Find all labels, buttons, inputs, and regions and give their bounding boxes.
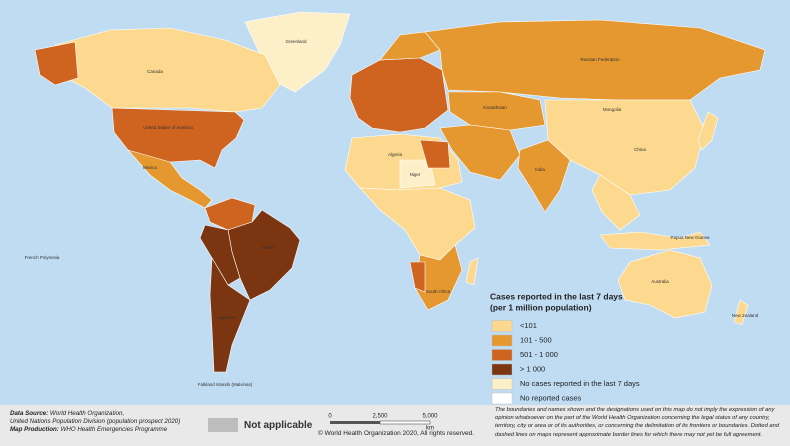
country-label: Argentina [216,315,236,320]
scale-bar: 0 2,500 5,000 km [328,414,438,430]
country-label: Papua New Guinea [670,235,710,240]
alaska [34,41,79,86]
country-label: Algeria [388,152,403,157]
niger-sahel [399,159,436,189]
southeast-asia [591,174,641,231]
country-label: Kazakhstan [483,105,507,110]
sources: Data Source: World Health Organization, U… [10,410,210,434]
legend-swatch [491,378,513,390]
country-label: Mongolia [603,107,622,112]
copyright: © World Health Organization 2020, All ri… [318,430,475,437]
libya [419,139,451,169]
country-label: India [535,167,545,172]
source-text: WHO Health Emergencies Programme [60,426,168,433]
country-labels: Greenland Canada United States of America M… [25,39,759,387]
world-map: Cases reported in the last 7 days (per 1… [0,0,790,405]
kazakhstan-central-asia [447,91,546,131]
india [517,139,571,213]
country-label: New Zealand [732,313,759,318]
legend-label: No reported cases [520,393,582,402]
usa [111,107,245,169]
country-label: Niger [410,172,421,177]
country-label: Mexico [143,165,158,170]
middle-east [439,124,521,181]
country-label: South Africa [426,289,451,294]
legend: Cases reported in the last 7 days (per 1… [490,291,640,405]
country-label: United States of America [143,125,193,130]
source-text: United Nations Population Division (popu… [10,418,181,425]
australia [617,249,713,319]
country-label: Australia [651,279,669,284]
source-label: Data Source: [10,410,49,417]
countries [34,11,766,373]
scale-tick-label: 0 [328,414,332,420]
japan [697,111,719,151]
country-label: French Polynesia [25,255,60,260]
scale-segment [379,420,431,425]
new-zealand [733,299,749,326]
source-text: World Health Organization, [49,410,125,417]
madagascar [465,257,479,286]
legend-swatch [491,363,513,376]
country-label: Canada [147,69,163,74]
source-line: Map Production: WHO Health Emergencies P… [10,426,210,434]
europe [349,57,449,133]
legend-label: > 1 000 [520,364,545,373]
scale-unit: km [426,426,434,430]
argentina-chile [209,256,251,373]
legend-swatch [491,320,513,332]
source-line: United Nations Population Division (popu… [10,418,210,426]
country-label: Falkland Islands (Malvinas) [198,382,253,387]
mexico [127,149,213,209]
legend-label: 501 - 1 000 [520,350,558,359]
scale-segment [330,421,380,424]
legend-label: No cases reported in the last 7 days [520,379,640,388]
scale-tick-label: 2,500 [372,414,388,420]
southern-africa [414,244,463,311]
not-applicable-label: Not applicable [244,420,313,431]
legend-swatch [491,334,513,347]
source-label: Map Production: [10,426,59,433]
legend-swatch [491,349,513,361]
country-label: Brazil [262,245,273,250]
indonesia [599,231,711,251]
disclaimer: The boundaries and names shown and the d… [495,407,780,438]
namibia [409,261,426,293]
legend-label: 101 - 500 [520,335,552,344]
source-line: Data Source: World Health Organization, [10,410,210,418]
country-label: China [634,147,646,152]
canada [54,27,281,113]
scale-tick-label: 5,000 [422,414,438,420]
country-label: Russian Federation [580,57,620,62]
legend-subtitle: (per 1 million population) [490,302,592,312]
not-applicable-swatch [208,418,238,432]
legend-label: <101 [520,321,537,330]
country-label: Greenland [285,39,307,44]
legend-title: Cases reported in the last 7 days [490,291,623,301]
peru-bolivia [199,224,241,286]
legend-swatch [491,392,513,405]
